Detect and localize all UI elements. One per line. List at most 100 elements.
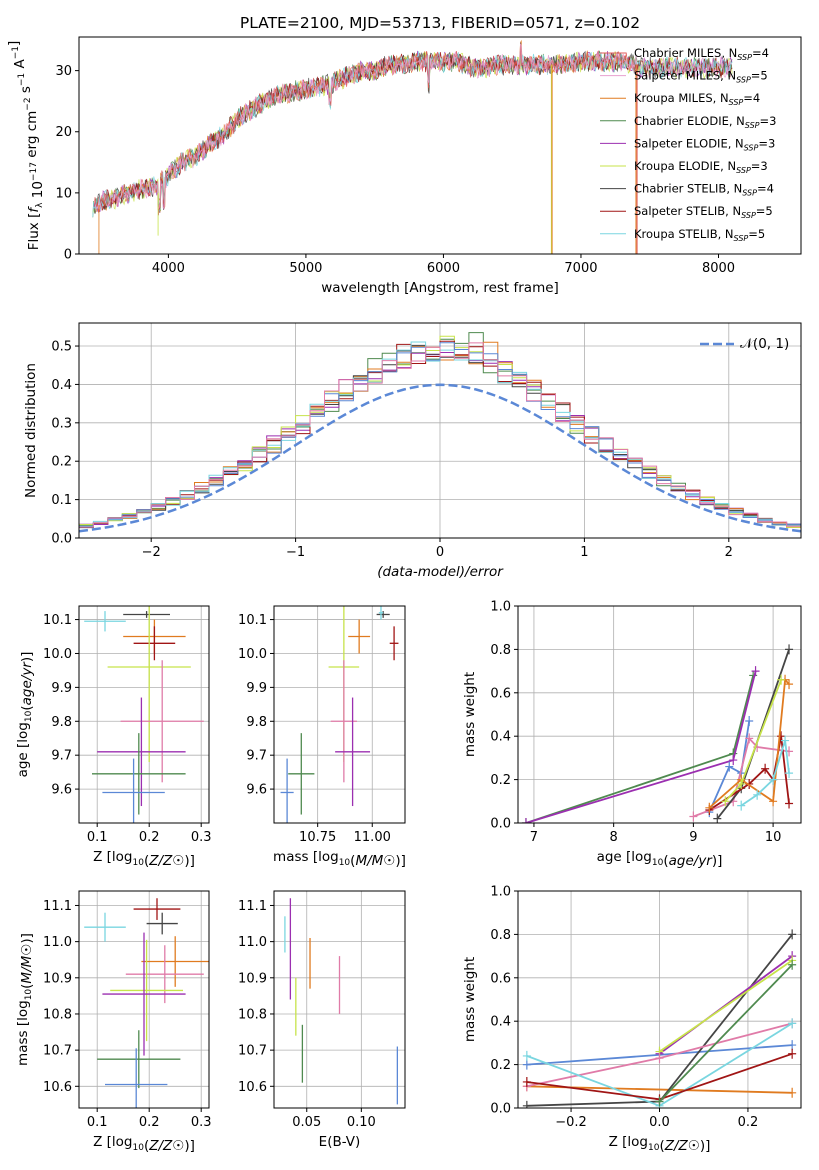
weight-marker [785, 768, 794, 779]
weight-marker [725, 761, 734, 772]
legend-sub: SSP [744, 143, 759, 152]
spectrum-axes: 4000 5000 6000 7000 8000 0 10 20 30 wavelength [A… [6, 36, 802, 296]
residual-histogram-axes: −2 −1 0 1 2 0.0 0.1 0.2 0.3 0.4 0.5 (data-model)/er… [23, 322, 802, 580]
y-tick-label: 9.9 [51, 681, 72, 696]
label-part: ( [19, 705, 35, 710]
y-tick-label: 0.8 [490, 928, 511, 943]
weight-marker [745, 733, 754, 744]
x-tick-label: 0.1 [87, 830, 108, 845]
label-sub: 10 [648, 1143, 660, 1153]
weight-marker [521, 818, 530, 823]
x-tick-label: 2 [725, 545, 733, 560]
y-tick-label: 10.0 [43, 647, 72, 662]
label-part: ] [6, 41, 22, 46]
weight-marker [753, 789, 762, 800]
axes-frame [78, 605, 210, 824]
mass-vs-ebv-axes: 0.05 0.10 10.6 10.7 10.8 10.9 11.0 11.1 E(B-V) [238, 890, 406, 1150]
spectrum-line [93, 44, 636, 215]
normal-curve [79, 383, 801, 533]
y-tick-label: 0.6 [490, 971, 511, 986]
y-tick-label: 10.8 [43, 1007, 72, 1022]
weight-marker [785, 798, 794, 809]
y-axis-label: mass [log10(M/M☉)] [15, 933, 35, 1066]
label-part: −17 [29, 162, 39, 181]
y-tick-label: 11.1 [43, 899, 72, 914]
legend-label: Salpeter STELIB, NSSP=5 [634, 204, 773, 220]
weight-marker [785, 679, 794, 690]
figure-title: PLATE=2100, MJD=53713, FIBERID=0571, z=0… [240, 14, 640, 32]
weight-marker [522, 1076, 531, 1087]
y-tick-label: 10.1 [43, 613, 72, 628]
y-tick-label: 0.4 [490, 730, 511, 745]
weight-marker [777, 674, 786, 685]
x-tick-label: 0.10 [347, 1115, 376, 1130]
legend-suffix: =5 [748, 227, 765, 241]
label-part: )] [19, 652, 35, 663]
label-part: log [627, 1134, 648, 1150]
label-part: )] [712, 853, 723, 869]
legend-suffix: =4 [752, 46, 769, 60]
weight-marker [737, 800, 746, 811]
weight-line [525, 670, 757, 823]
x-tick-label: 4000 [152, 261, 185, 276]
weight-marker [721, 796, 730, 807]
y-tick-label: 10.6 [43, 1080, 72, 1095]
label-part: log [112, 1134, 133, 1150]
weight-marker [522, 1100, 531, 1108]
label-part: mass weight [462, 672, 478, 757]
label-part: )] [184, 1138, 195, 1154]
weight-marker [705, 802, 714, 813]
mass-vs-z-plot-area [84, 898, 209, 1108]
label-part: log [15, 1000, 31, 1021]
y-tick-label: 0.2 [490, 773, 511, 788]
y-tick-label: 10.9 [43, 971, 72, 986]
label-part: age [ [15, 743, 31, 778]
label-part: Z/Z☉ [148, 1138, 184, 1154]
label-part: )] [19, 933, 35, 944]
x-tick-label: 0.3 [191, 830, 212, 845]
axes-frame [517, 890, 802, 1109]
residual-histogram-plot-area [79, 332, 801, 533]
y-tick-label: 10.9 [238, 971, 267, 986]
weight-marker [751, 666, 760, 677]
label-part: E(B-V) [319, 1134, 361, 1150]
legend-label: Chabrier ELODIE, NSSP=3 [634, 114, 776, 130]
y-tick-label: 9.7 [51, 749, 72, 764]
legend-label: 𝒩(0, 1) [740, 336, 789, 352]
histogram-step [79, 342, 801, 528]
axes-frame [273, 605, 406, 824]
label-part: )] [395, 853, 406, 869]
y-tick-label: 10.0 [238, 647, 267, 662]
label-part: age/yr [19, 661, 35, 706]
x-axis-label: Z [log10(Z/Z☉)] [609, 1134, 711, 1154]
legend-suffix: =5 [756, 204, 773, 218]
y-tick-label: 9.6 [51, 783, 72, 798]
legend-label: Kroupa MILES, NSSP=4 [634, 91, 760, 107]
y-tick-label: 0 [64, 248, 72, 263]
y-tick-label: 11.0 [238, 935, 267, 950]
x-axis-label: age [log10(age/yr)] [597, 849, 723, 869]
label-part: ( [144, 1138, 149, 1154]
y-tick-label: 0.0 [490, 1102, 511, 1117]
y-tick-label: 1.0 [490, 885, 511, 900]
label-sub: 10 [652, 858, 664, 868]
legend-suffix: =4 [743, 91, 760, 105]
age-vs-mass-plot-area [280, 606, 399, 823]
weight-marker [788, 1018, 797, 1029]
label-part: log [318, 849, 339, 865]
y-tick-label: 0.3 [51, 416, 72, 431]
label-part: age [ [597, 849, 632, 865]
label-part: mass weight [462, 957, 478, 1042]
label-part: Flux [ [26, 213, 42, 251]
label-sub: 10 [132, 858, 144, 868]
label-part: Z [ [609, 1134, 628, 1150]
y-axis-label: age [log10(age/yr)] [15, 652, 35, 778]
label-part: log [112, 849, 133, 865]
y-tick-label: 20 [55, 125, 72, 140]
label-part: Z [ [93, 849, 112, 865]
label-part: −1 [17, 73, 27, 86]
label-sub: 10 [339, 858, 351, 868]
y-tick-label: 1.0 [490, 600, 511, 615]
label-part: )] [184, 853, 195, 869]
label-part: A [12, 59, 28, 73]
